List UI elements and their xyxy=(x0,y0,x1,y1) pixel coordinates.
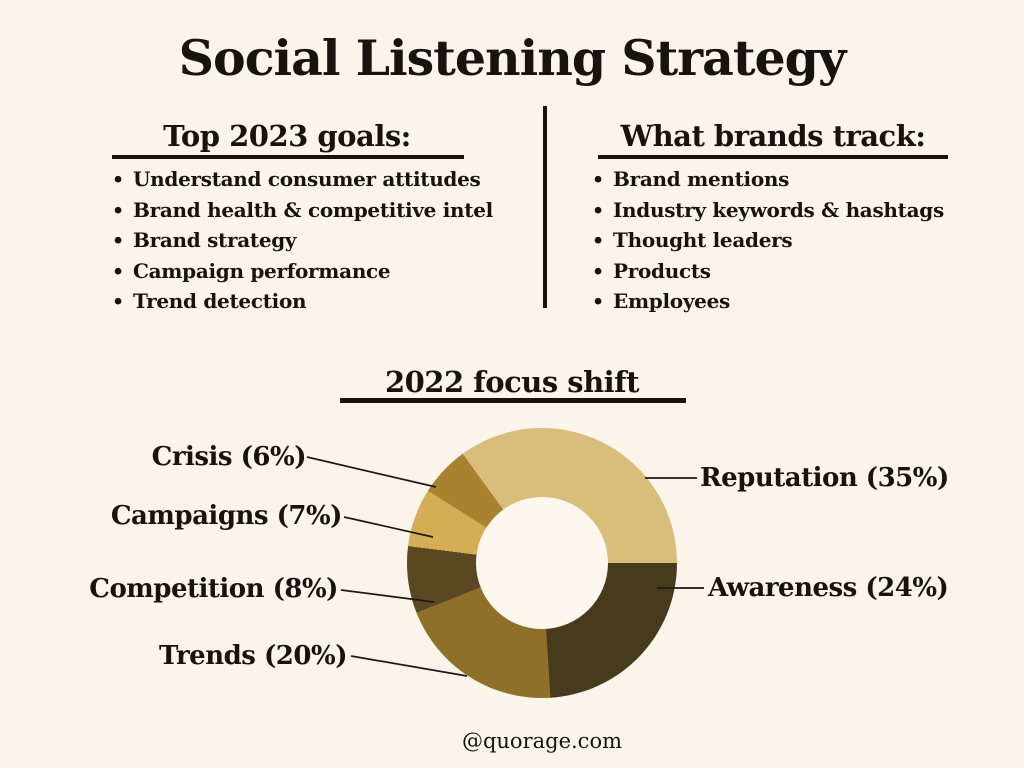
segment-label-reputation: Reputation (35%) xyxy=(700,463,949,493)
leader-line-crisis xyxy=(306,456,437,488)
bullet-icon: • xyxy=(592,199,604,222)
list-item-text: Brand mentions xyxy=(613,167,790,191)
list-item: • Campaign performance xyxy=(112,259,552,290)
page-title: Social Listening Strategy xyxy=(178,29,847,87)
list-item: • Brand health & competitive intel xyxy=(112,198,552,229)
footer-handle: @quorage.com xyxy=(461,729,623,753)
list-item-text: Employees xyxy=(613,289,730,314)
segment-label-crisis: Crisis (6%) xyxy=(151,442,307,472)
bullet-icon: • xyxy=(112,291,124,314)
list-item-text: Products xyxy=(613,258,711,283)
list-item: • Employees xyxy=(592,289,1024,320)
bullet-icon: • xyxy=(592,230,604,253)
right-bullet-list: • Brand mentions • Industry keywords & has… xyxy=(592,167,1024,320)
list-item: • Brand strategy xyxy=(112,228,552,259)
list-item: • Industry keywords & hashtags xyxy=(592,198,1024,229)
list-item-text: Industry keywords & hashtags xyxy=(613,197,944,222)
list-item: • Thought leaders xyxy=(592,228,1024,259)
list-item-text: Campaign performance xyxy=(133,258,391,283)
list-item: • Understand consumer attitudes xyxy=(112,167,552,198)
segment-label-awareness: Awareness (24%) xyxy=(708,573,949,603)
bullet-icon: • xyxy=(112,169,124,191)
list-item: • Products xyxy=(592,259,1024,290)
bullet-icon: • xyxy=(592,291,604,314)
list-item: • Brand mentions xyxy=(592,167,1024,198)
segment-label-competition: Competition (8%) xyxy=(89,574,338,604)
list-item-text: Understand consumer attitudes xyxy=(133,167,481,191)
bullet-icon: • xyxy=(112,260,124,283)
right-column-heading: What brands track: xyxy=(620,119,927,153)
chart-title-underline xyxy=(340,398,686,403)
bullet-icon: • xyxy=(592,260,604,283)
chart-title: 2022 focus shift xyxy=(384,365,640,399)
left-bullet-list: • Understand consumer attitudes • Brand he… xyxy=(112,167,552,320)
list-item-text: Brand health & competitive intel xyxy=(133,197,493,222)
bullet-icon: • xyxy=(112,199,124,222)
list-item: • Trend detection xyxy=(112,289,552,320)
left-column-heading: Top 2023 goals: xyxy=(163,119,411,153)
list-item-text: Trend detection xyxy=(133,289,307,314)
left-heading-underline xyxy=(112,155,464,159)
bullet-icon: • xyxy=(112,230,124,253)
list-item-text: Thought leaders xyxy=(613,228,793,253)
donut-chart-hole xyxy=(476,497,608,629)
bullet-icon: • xyxy=(592,169,604,191)
right-heading-underline xyxy=(598,155,948,159)
list-item-text: Brand strategy xyxy=(133,228,297,253)
column-divider xyxy=(543,106,547,308)
segment-label-trends: Trends (20%) xyxy=(159,641,347,671)
segment-label-campaigns: Campaigns (7%) xyxy=(110,501,343,531)
